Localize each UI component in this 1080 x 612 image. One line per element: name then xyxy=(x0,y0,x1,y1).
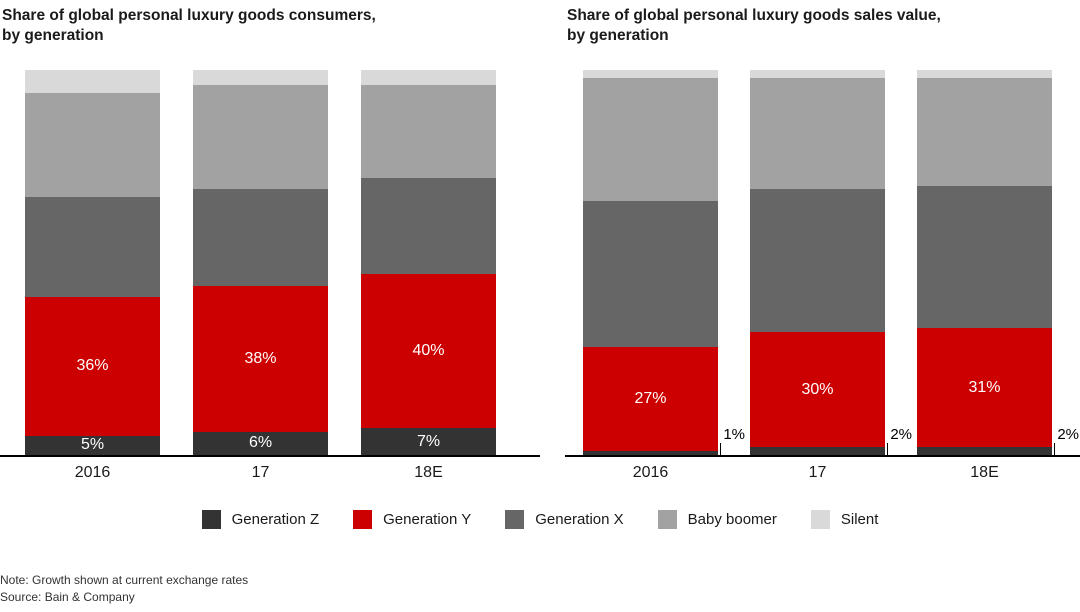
stacked-bar-2016: 1% 27% xyxy=(583,70,745,455)
segment-value-label: 7% xyxy=(416,432,441,450)
chart-sales-value-by-generation: Share of global personal luxury goods sa… xyxy=(565,0,1080,489)
stacked-bar-18e: 7% 40% xyxy=(361,70,496,455)
segment-baby-boomer xyxy=(750,77,885,190)
segment-generation-x xyxy=(583,200,718,348)
legend-label-generation-z: Generation Z xyxy=(231,511,320,528)
segment-generation-y: 27% xyxy=(583,347,718,452)
segment-baby-boomer xyxy=(193,85,328,190)
callout-value-label: 2% xyxy=(1057,426,1079,443)
segment-silent xyxy=(917,70,1052,78)
callout-leader-line xyxy=(720,443,721,455)
legend-item-silent: Silent xyxy=(810,510,879,529)
segment-generation-y: 38% xyxy=(193,285,328,432)
footnotes: Note: Growth shown at current exchange r… xyxy=(0,572,248,606)
x-tick-label-2016: 2016 xyxy=(74,464,111,481)
plot-area-consumers: 5% 36% 6% 38% 7% 40% xyxy=(0,70,540,457)
legend-swatch-generation-z xyxy=(201,510,221,529)
segment-silent xyxy=(361,70,496,86)
segment-generation-y: 40% xyxy=(361,274,496,429)
segment-generation-z: 6% xyxy=(193,431,328,455)
legend-label-generation-y: Generation Y xyxy=(383,511,472,528)
legend-label-silent: Silent xyxy=(840,511,879,528)
segment-baby-boomer xyxy=(25,93,160,198)
segment-value-label: 5% xyxy=(80,436,105,454)
segment-value-label: 27% xyxy=(634,390,667,408)
callout-value-label: 2% xyxy=(890,426,912,443)
segment-value-label: 40% xyxy=(412,342,445,360)
legend-swatch-silent xyxy=(810,510,830,529)
segment-silent xyxy=(25,70,160,94)
segment-generation-z: 7% xyxy=(361,428,496,455)
segment-baby-boomer xyxy=(361,85,496,178)
segment-silent xyxy=(750,70,885,78)
x-tick-label-18e: 18E xyxy=(414,464,443,481)
x-tick-label-2016: 2016 xyxy=(632,464,669,481)
chart-legend: Generation Z Generation Y Generation X Baby… xyxy=(0,510,1080,529)
legend-label-baby-boomer: Baby boomer xyxy=(687,511,777,528)
segment-value-label: 36% xyxy=(76,357,109,375)
legend-item-generation-z: Generation Z xyxy=(201,510,320,529)
x-axis-labels-consumers: 2016 17 18E xyxy=(0,457,540,489)
legend-swatch-baby-boomer xyxy=(657,510,677,529)
segment-value-label: 30% xyxy=(801,380,834,398)
segment-generation-x xyxy=(193,189,328,286)
legend-item-baby-boomer: Baby boomer xyxy=(657,510,777,529)
segment-generation-x xyxy=(750,189,885,332)
segment-generation-y: 36% xyxy=(25,297,160,436)
segment-generation-x xyxy=(361,177,496,275)
stacked-bar-17: 6% 38% xyxy=(193,70,328,455)
x-tick-label-17: 17 xyxy=(251,464,270,481)
legend-label-generation-x: Generation X xyxy=(535,511,624,528)
x-tick-label-18e: 18E xyxy=(970,464,999,481)
x-axis-labels-sales-value: 2016 17 18E xyxy=(565,457,1080,489)
stacked-bar-18e: 2% 31% xyxy=(917,70,1079,455)
stacked-bar-2016: 5% 36% xyxy=(25,70,160,455)
segment-value-label: 31% xyxy=(968,378,1001,396)
callout-leader-line xyxy=(1054,443,1055,455)
plot-area-sales-value: 1% 27% 2% 30% 2% 31% xyxy=(565,70,1080,457)
segment-value-label: 38% xyxy=(244,349,277,367)
segment-baby-boomer xyxy=(583,77,718,201)
legend-swatch-generation-x xyxy=(505,510,525,529)
segment-generation-z: 5% xyxy=(25,435,160,455)
segment-silent xyxy=(583,70,718,78)
segment-generation-y: 30% xyxy=(750,331,885,448)
source-text: Source: Bain & Company xyxy=(0,590,135,605)
note-text: Note: Growth shown at current exchange r… xyxy=(0,573,249,588)
segment-baby-boomer xyxy=(917,77,1052,186)
stacked-bar-17: 2% 30% xyxy=(750,70,912,455)
chart-title-consumers: Share of global personal luxury goods co… xyxy=(2,7,376,45)
segment-generation-y: 31% xyxy=(917,327,1052,448)
segment-generation-z xyxy=(583,451,718,455)
chart-consumers-by-generation: Share of global personal luxury goods co… xyxy=(0,0,540,489)
segment-generation-x xyxy=(25,197,160,298)
segment-generation-z xyxy=(750,447,885,455)
legend-item-generation-y: Generation Y xyxy=(353,510,471,529)
callout-leader-line xyxy=(887,443,888,455)
legend-item-generation-x: Generation X xyxy=(505,510,624,529)
callout-value-label: 1% xyxy=(723,426,745,443)
segment-silent xyxy=(193,70,328,86)
x-tick-label-17: 17 xyxy=(808,464,827,481)
chart-title-sales-value: Share of global personal luxury goods sa… xyxy=(567,7,941,45)
legend-swatch-generation-y xyxy=(353,510,373,529)
segment-generation-x xyxy=(917,185,1052,328)
segment-generation-z xyxy=(917,447,1052,455)
segment-value-label: 6% xyxy=(248,434,273,452)
